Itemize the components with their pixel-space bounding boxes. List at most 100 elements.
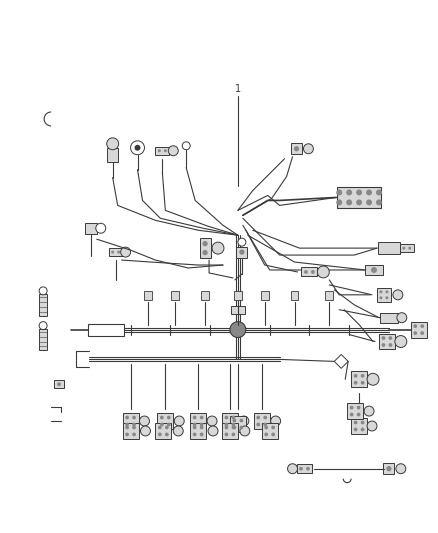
Circle shape (233, 425, 236, 430)
Circle shape (379, 296, 382, 300)
Circle shape (167, 423, 171, 426)
Bar (39, 294, 47, 316)
Bar (234, 292, 242, 300)
Circle shape (239, 249, 244, 255)
Circle shape (367, 421, 377, 431)
Circle shape (361, 381, 364, 385)
Bar (88, 324, 124, 336)
Bar (383, 463, 394, 474)
Circle shape (379, 290, 382, 293)
Circle shape (264, 433, 268, 437)
Bar (200, 238, 211, 258)
Bar (222, 413, 238, 429)
Circle shape (232, 433, 235, 437)
Circle shape (413, 331, 417, 335)
Circle shape (354, 381, 357, 385)
Circle shape (361, 374, 364, 378)
Bar (325, 292, 333, 300)
Circle shape (225, 416, 228, 419)
Circle shape (193, 425, 197, 430)
Circle shape (232, 423, 235, 426)
Circle shape (134, 145, 141, 151)
Circle shape (381, 343, 385, 347)
Circle shape (173, 426, 183, 436)
Bar (411, 321, 427, 337)
Circle shape (207, 416, 217, 426)
Circle shape (263, 423, 267, 426)
Circle shape (361, 421, 364, 424)
Circle shape (357, 406, 360, 409)
Bar (155, 147, 170, 155)
Bar (85, 223, 97, 233)
Circle shape (131, 141, 145, 155)
Bar (237, 247, 247, 257)
Circle shape (141, 426, 150, 436)
Circle shape (117, 251, 120, 254)
Circle shape (39, 287, 47, 295)
Bar (123, 423, 138, 439)
Circle shape (167, 416, 171, 419)
Bar (222, 423, 238, 439)
Circle shape (336, 199, 342, 205)
Circle shape (230, 321, 246, 337)
Circle shape (288, 464, 297, 474)
Circle shape (396, 464, 406, 474)
Circle shape (120, 247, 131, 257)
Bar (109, 248, 123, 256)
Circle shape (158, 425, 162, 430)
Circle shape (107, 138, 119, 150)
Circle shape (271, 425, 275, 430)
Circle shape (165, 433, 169, 437)
Bar (290, 292, 298, 300)
Circle shape (225, 425, 228, 430)
Circle shape (96, 223, 106, 233)
Circle shape (395, 336, 407, 348)
Bar (378, 242, 400, 254)
Circle shape (125, 425, 129, 430)
Bar (54, 380, 64, 388)
Circle shape (389, 336, 392, 340)
Bar (171, 292, 179, 300)
Circle shape (408, 247, 411, 249)
Circle shape (200, 425, 204, 430)
Circle shape (111, 251, 114, 254)
Circle shape (413, 324, 417, 328)
Bar (261, 292, 268, 300)
Circle shape (132, 425, 136, 430)
Circle shape (132, 416, 136, 419)
Circle shape (420, 324, 424, 328)
Polygon shape (334, 354, 348, 368)
Circle shape (193, 423, 197, 426)
Circle shape (397, 313, 407, 322)
Bar (380, 313, 398, 322)
Circle shape (233, 418, 236, 423)
Circle shape (200, 423, 204, 426)
Bar (230, 416, 246, 432)
Circle shape (357, 413, 360, 416)
Bar (400, 244, 414, 252)
Circle shape (256, 423, 260, 426)
Circle shape (160, 416, 164, 419)
Bar (39, 329, 47, 351)
Circle shape (311, 270, 315, 274)
Bar (365, 265, 383, 275)
Circle shape (225, 423, 228, 426)
Circle shape (354, 427, 357, 431)
Circle shape (386, 466, 392, 471)
Circle shape (164, 149, 167, 152)
Circle shape (366, 199, 372, 205)
Circle shape (57, 382, 61, 386)
Circle shape (420, 331, 424, 335)
Circle shape (202, 241, 208, 246)
Circle shape (318, 266, 329, 278)
Bar (190, 423, 206, 439)
Circle shape (376, 190, 382, 196)
Circle shape (346, 199, 352, 205)
Circle shape (240, 425, 243, 430)
Circle shape (158, 433, 162, 437)
Bar (231, 306, 245, 314)
Circle shape (385, 290, 389, 293)
Circle shape (132, 423, 136, 426)
Bar (190, 413, 206, 429)
Circle shape (239, 416, 249, 426)
